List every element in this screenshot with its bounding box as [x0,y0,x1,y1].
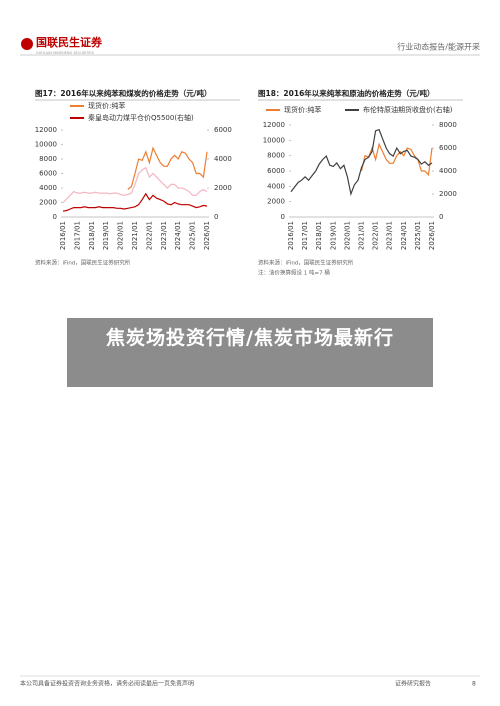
y2-tick-label: 0 [214,213,218,221]
source: 资料来源：iFind，国联民生证券研究所 [258,259,354,267]
y2-tick-label: 4000 [214,155,232,163]
disclaimer: 本公司具备证券投资咨询业务资格，请务必阅读最后一页免责声明 [20,680,194,688]
x-tick-label: 2022/01 [145,221,153,250]
y-tick-label: 2000 [39,199,57,207]
x-tick-label: 2019/01 [102,221,110,250]
note: 注：油价换算假设 1 吨=7 桶 [258,269,330,277]
report-type: 证券研究报告 [395,680,431,688]
y2-tick-label: 6000 [214,126,232,134]
x-tick-label: 2016/01 [287,221,295,250]
x-tick-label: 2021/01 [131,221,139,250]
overlay-banner: 焦炭场投资行情/焦炭市场最新行 [67,318,433,387]
source: 资料来源：iFind，国联民生证券研究所 [35,259,131,267]
x-tick-label: 2023/01 [386,221,394,250]
legend-label: 现货价:纯苯 [88,101,125,110]
x-tick-label: 2023/01 [160,221,168,250]
y-tick-label: 6000 [39,170,57,178]
chart-title: 图17：2016年以来纯苯和煤炭的价格走势（元/吨） [35,88,212,98]
legend-label: 布伦特原油期货收盘价(右轴) [363,105,453,114]
y-tick-label: 4000 [39,184,57,192]
x-tick-label: 2017/01 [73,221,81,250]
y2-tick-label: 8000 [439,121,457,129]
y2-tick-label: 2000 [214,184,232,192]
y-tick-label: 0 [53,213,57,221]
y-tick-label: 6000 [267,167,285,175]
page-number: 8 [472,681,476,688]
x-tick-label: 2022/01 [372,221,380,250]
series-line [290,128,433,197]
y-tick-label: 12000 [35,126,57,134]
y-tick-label: 4000 [267,182,285,190]
x-tick-label: 2024/01 [174,221,182,250]
x-tick-label: 2019/01 [329,221,337,250]
logo-icon [21,38,33,50]
y-tick-label: 10000 [35,141,57,149]
y-tick-label: 8000 [267,152,285,160]
y2-tick-label: 0 [439,213,443,221]
x-tick-label: 2024/01 [400,221,408,250]
series-line [62,192,208,212]
logo: 国联民生证券 [36,35,103,49]
y-tick-label: 2000 [267,198,285,206]
x-tick-label: 2018/01 [88,221,96,250]
y-tick-label: 10000 [263,136,285,144]
x-tick-label: 2021/01 [358,221,366,250]
y-tick-label: 0 [281,213,285,221]
y-tick-label: 12000 [263,121,285,129]
series-line [360,142,433,177]
y2-tick-label: 4000 [439,167,457,175]
series-line [62,166,208,203]
x-tick-label: 2016/01 [59,221,67,250]
x-tick-label: 2017/01 [301,221,309,250]
y2-tick-label: 6000 [439,144,457,152]
logo-en: GUOLIAN MINSHENG SECURITIES [36,51,95,55]
chart-title: 图18：2016年以来纯苯和原油的价格走势（元/吨） [258,88,435,98]
y-tick-label: 8000 [39,155,57,163]
legend-label: 现货价:纯苯 [284,105,321,114]
x-tick-label: 2018/01 [315,221,323,250]
legend-label: 秦皇岛动力煤平仓价Q5500(右轴) [88,113,194,122]
x-tick-label: 2026/01 [428,221,436,250]
section: 行业动态报告/能源开采 [397,42,480,52]
series-line [127,146,208,190]
x-tick-label: 2020/01 [117,221,125,250]
x-tick-label: 2020/01 [343,221,351,250]
x-tick-label: 2025/01 [414,221,422,250]
y2-tick-label: 2000 [439,190,457,198]
x-tick-label: 2026/01 [203,221,211,250]
x-tick-label: 2025/01 [189,221,197,250]
